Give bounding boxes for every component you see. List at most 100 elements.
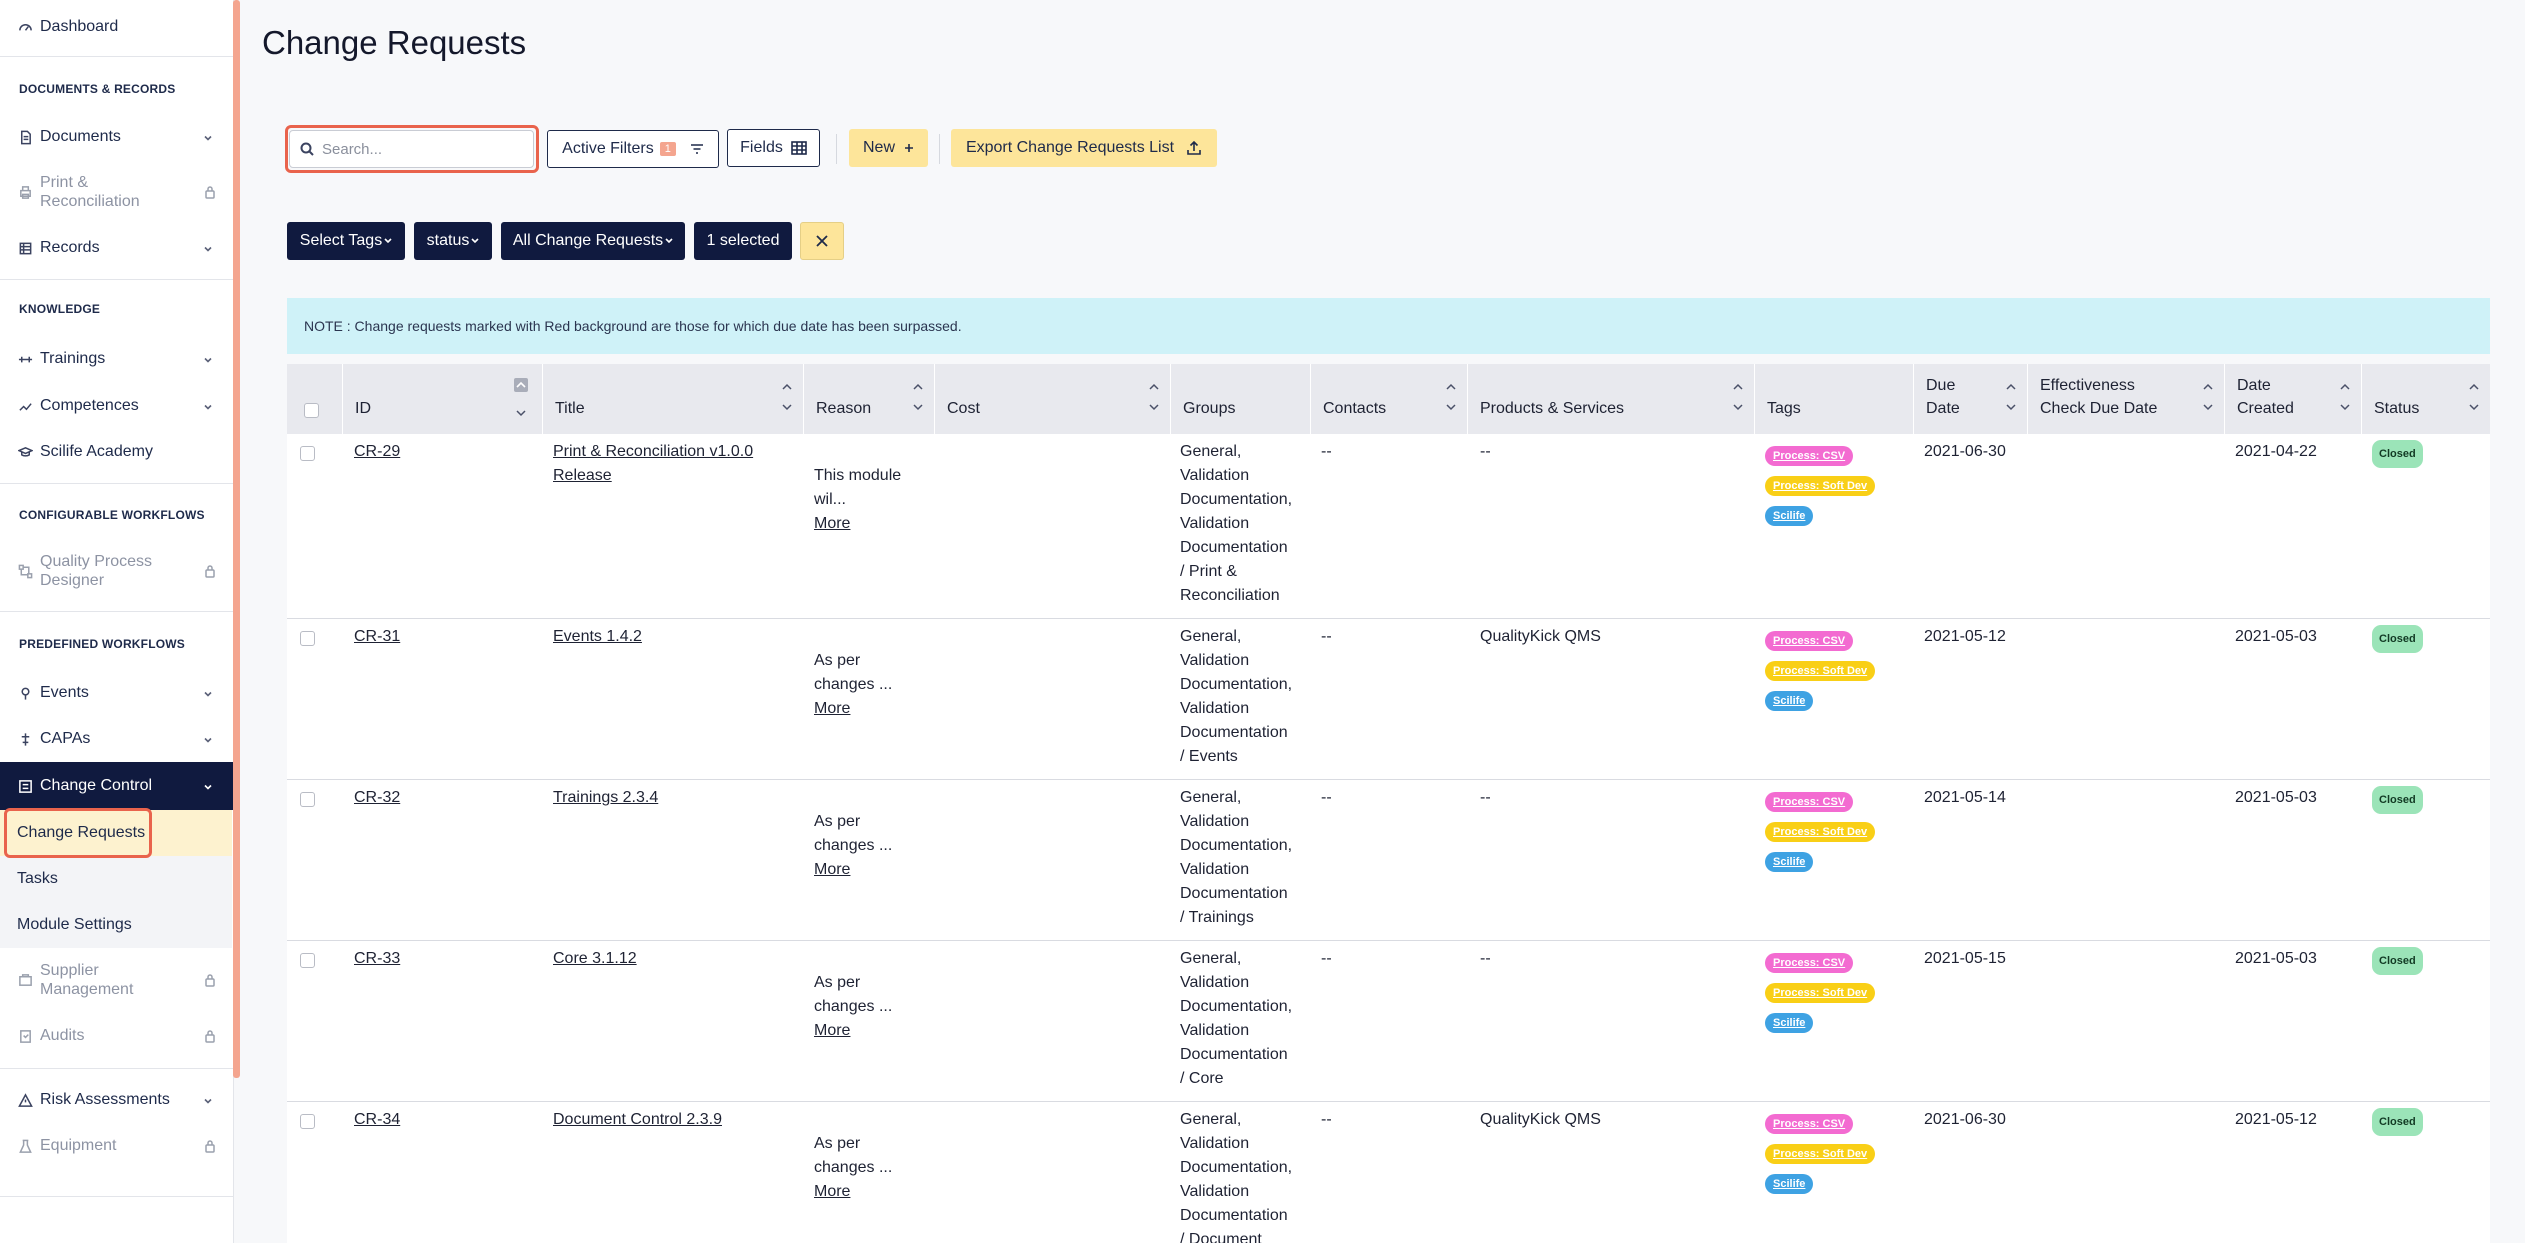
row-checkbox[interactable] — [300, 1114, 315, 1129]
more-link[interactable]: More — [814, 861, 851, 878]
export-button[interactable]: Export Change Requests List — [951, 129, 1217, 167]
fields-button[interactable]: Fields — [727, 129, 820, 167]
tag-scilife[interactable]: Scilife — [1765, 852, 1814, 872]
select-all-checkbox[interactable] — [304, 403, 319, 418]
more-link[interactable]: More — [814, 1022, 851, 1039]
search-input[interactable] — [322, 140, 522, 158]
sidebar-item-change-control[interactable]: Change Control — [0, 762, 234, 810]
sidebar-subitem-module-settings[interactable]: Module Settings — [0, 902, 232, 948]
sidebar-item-records[interactable]: Records — [0, 235, 234, 261]
sidebar-item-supplier-management[interactable]: Supplier Management — [0, 960, 234, 1000]
tag-process-soft-dev[interactable]: Process: Soft Dev — [1765, 983, 1876, 1003]
tag-process-csv[interactable]: Process: CSV — [1765, 792, 1854, 812]
sort-icon[interactable] — [2005, 382, 2017, 424]
tag-scilife[interactable]: Scilife — [1765, 1174, 1814, 1194]
sidebar-item-scilife-academy[interactable]: Scilife Academy — [0, 439, 234, 465]
all-change-requests-dropdown[interactable]: All Change Requests — [501, 222, 685, 260]
tag-process-csv[interactable]: Process: CSV — [1765, 446, 1854, 466]
table-row[interactable]: CR-33 Core 3.1.12 As per changes ... More … — [287, 941, 2490, 1102]
sort-desc-icon[interactable] — [516, 404, 526, 422]
select-tags-dropdown[interactable]: Select Tags — [287, 222, 405, 260]
row-title-link[interactable]: Events 1.4.2 — [553, 628, 642, 645]
clear-filters-button[interactable] — [800, 222, 844, 260]
active-filters-button[interactable]: Active Filters 1 — [547, 130, 719, 168]
sidebar-subitem-tasks[interactable]: Tasks — [0, 856, 232, 902]
sidebar-item-equipment[interactable]: Equipment — [0, 1133, 234, 1159]
new-button[interactable]: New — [849, 129, 928, 167]
header-cost[interactable]: Cost — [934, 364, 1170, 434]
sidebar-item-competences[interactable]: Competences — [0, 393, 234, 419]
header-id[interactable]: ID — [342, 364, 542, 434]
row-products: QualityKick QMS — [1480, 1111, 1601, 1128]
lock-icon — [204, 1139, 216, 1153]
sort-icon[interactable] — [1732, 382, 1744, 424]
table-row[interactable]: CR-29 Print & Reconciliation v1.0.0 Relea… — [287, 434, 2490, 619]
sidebar-item-quality-process-designer[interactable]: Quality Process Designer — [0, 551, 234, 591]
row-title-link[interactable]: Core 3.1.12 — [553, 950, 637, 967]
header-status[interactable]: Status — [2361, 364, 2490, 434]
search-box[interactable] — [289, 130, 534, 168]
row-title-link[interactable]: Document Control 2.3.9 — [553, 1111, 722, 1128]
sort-asc-active-icon[interactable] — [514, 378, 528, 392]
tag-process-csv[interactable]: Process: CSV — [1765, 1114, 1854, 1134]
header-products-services[interactable]: Products & Services — [1467, 364, 1754, 434]
document-icon — [16, 128, 34, 146]
sort-icon[interactable] — [1148, 382, 1160, 424]
sidebar-item-trainings[interactable]: Trainings — [0, 346, 234, 372]
status-dropdown[interactable]: status — [414, 222, 492, 260]
table-row[interactable]: CR-32 Trainings 2.3.4 As per changes ... M… — [287, 780, 2490, 941]
table-row[interactable]: CR-31 Events 1.4.2 As per changes ... More… — [287, 619, 2490, 780]
header-reason[interactable]: Reason — [803, 364, 934, 434]
sort-icon[interactable] — [781, 382, 793, 424]
header-title[interactable]: Title — [542, 364, 803, 434]
tag-scilife[interactable]: Scilife — [1765, 691, 1814, 711]
tag-process-soft-dev[interactable]: Process: Soft Dev — [1765, 661, 1876, 681]
sidebar-scrollbar[interactable] — [233, 0, 240, 1078]
row-due-date: 2021-06-30 — [1924, 443, 2006, 460]
sort-icon[interactable] — [1445, 382, 1457, 424]
sort-icon[interactable] — [2202, 382, 2214, 424]
sidebar-item-events[interactable]: Events — [0, 680, 234, 706]
close-icon — [816, 235, 828, 247]
table-row[interactable]: CR-34 Document Control 2.3.9 As per chang… — [287, 1102, 2490, 1243]
sidebar-item-audits[interactable]: Audits — [0, 1023, 234, 1049]
more-link[interactable]: More — [814, 700, 851, 717]
header-due-date[interactable]: Due Date — [1913, 364, 2027, 434]
row-id-link[interactable]: CR-34 — [354, 1111, 401, 1128]
row-title-link[interactable]: Trainings 2.3.4 — [553, 789, 659, 806]
more-link[interactable]: More — [814, 1183, 851, 1200]
highlight-search — [285, 125, 539, 173]
chevron-down-icon — [202, 353, 214, 365]
row-checkbox[interactable] — [300, 792, 315, 807]
row-id-link[interactable]: CR-32 — [354, 789, 401, 806]
row-id-link[interactable]: CR-33 — [354, 950, 401, 967]
header-contacts[interactable]: Contacts — [1310, 364, 1467, 434]
sort-icon[interactable] — [2468, 382, 2480, 424]
sidebar-item-print-reconciliation[interactable]: Print & Reconciliation — [0, 172, 234, 212]
row-groups: General, Validation Documentation, Validati… — [1180, 1111, 1293, 1243]
tag-process-csv[interactable]: Process: CSV — [1765, 631, 1854, 651]
tag-scilife[interactable]: Scilife — [1765, 1013, 1814, 1033]
row-title-link[interactable]: Print & Reconciliation v1.0.0 Release — [553, 443, 754, 484]
row-checkbox[interactable] — [300, 631, 315, 646]
row-checkbox[interactable] — [300, 953, 315, 968]
sidebar-item-capas[interactable]: CAPAs — [0, 726, 234, 752]
sort-icon[interactable] — [912, 382, 924, 424]
sidebar-item-documents[interactable]: Documents — [0, 124, 234, 150]
tag-scilife[interactable]: Scilife — [1765, 506, 1814, 526]
sort-icon[interactable] — [2339, 382, 2351, 424]
tag-process-soft-dev[interactable]: Process: Soft Dev — [1765, 1144, 1876, 1164]
tag-process-soft-dev[interactable]: Process: Soft Dev — [1765, 822, 1876, 842]
row-checkbox[interactable] — [300, 446, 315, 461]
tag-process-soft-dev[interactable]: Process: Soft Dev — [1765, 476, 1876, 496]
sidebar-item-risk-assessments[interactable]: Risk Assessments — [0, 1087, 234, 1113]
row-id-link[interactable]: CR-31 — [354, 628, 401, 645]
sidebar-item-dashboard[interactable]: Dashboard — [0, 14, 234, 40]
header-date-created[interactable]: Date Created — [2224, 364, 2361, 434]
tag-process-csv[interactable]: Process: CSV — [1765, 953, 1854, 973]
more-link[interactable]: More — [814, 515, 851, 532]
row-id-link[interactable]: CR-29 — [354, 443, 401, 460]
header-effectiveness-check-due-date[interactable]: Effectiveness Check Due Date — [2027, 364, 2224, 434]
sidebar-subitem-change-requests[interactable]: Change Requests — [0, 810, 232, 856]
selected-count-chip[interactable]: 1 selected — [694, 222, 792, 260]
